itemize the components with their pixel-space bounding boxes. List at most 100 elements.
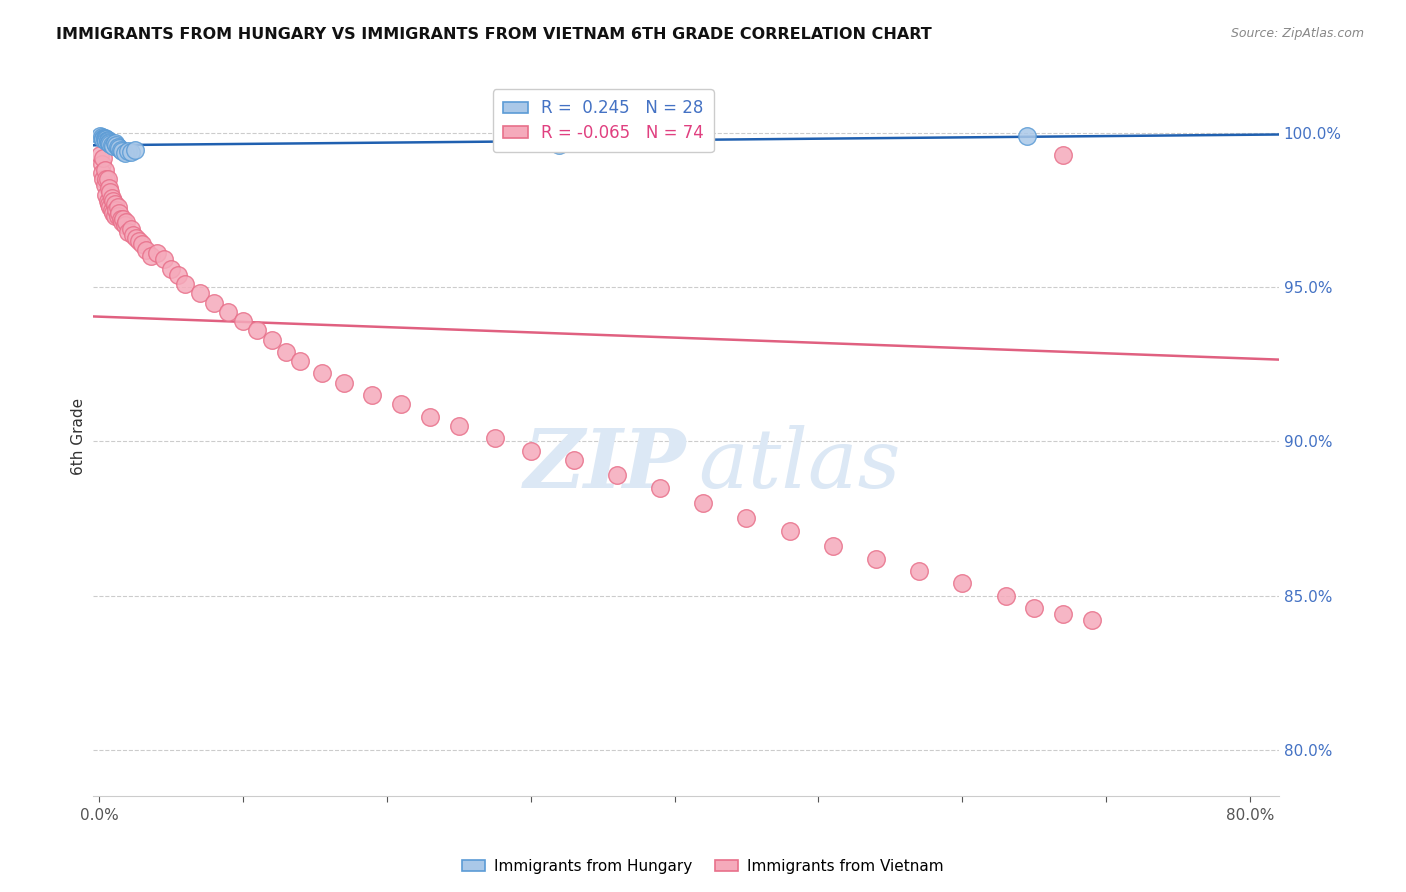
- Point: [89, 129, 111, 144]
- Point: [994, 589, 1017, 603]
- Point: [447, 418, 470, 433]
- Point: [101, 191, 124, 205]
- Point: [290, 354, 312, 368]
- Point: [419, 409, 441, 424]
- Point: [202, 295, 225, 310]
- Point: [91, 172, 114, 186]
- Point: [114, 219, 136, 233]
- Point: [104, 209, 127, 223]
- Point: [97, 133, 120, 147]
- Legend: R =  0.245   N = 28, R = -0.065   N = 74: R = 0.245 N = 28, R = -0.065 N = 74: [492, 89, 714, 152]
- Point: [97, 172, 120, 186]
- Point: [114, 146, 136, 161]
- Point: [139, 249, 162, 263]
- Point: [124, 143, 146, 157]
- Point: [97, 194, 120, 208]
- Point: [93, 178, 115, 193]
- Point: [950, 576, 973, 591]
- Point: [100, 185, 122, 199]
- Point: [332, 376, 354, 390]
- Point: [650, 481, 672, 495]
- Point: [217, 305, 239, 319]
- Point: [105, 202, 128, 217]
- Point: [361, 388, 384, 402]
- Point: [145, 246, 167, 260]
- Point: [93, 132, 115, 146]
- Point: [128, 234, 150, 248]
- Point: [89, 147, 111, 161]
- Point: [120, 221, 142, 235]
- Text: IMMIGRANTS FROM HUNGARY VS IMMIGRANTS FROM VIETNAM 6TH GRADE CORRELATION CHART: IMMIGRANTS FROM HUNGARY VS IMMIGRANTS FR…: [56, 27, 932, 42]
- Point: [94, 132, 117, 146]
- Text: Source: ZipAtlas.com: Source: ZipAtlas.com: [1230, 27, 1364, 40]
- Point: [1024, 600, 1046, 615]
- Point: [246, 323, 269, 337]
- Point: [98, 197, 121, 211]
- Point: [117, 145, 139, 159]
- Point: [865, 551, 887, 566]
- Point: [103, 139, 125, 153]
- Y-axis label: 6th Grade: 6th Grade: [72, 398, 86, 475]
- Point: [91, 130, 114, 145]
- Point: [120, 145, 142, 159]
- Point: [606, 468, 628, 483]
- Point: [110, 212, 132, 227]
- Point: [93, 163, 115, 178]
- Point: [94, 187, 117, 202]
- Point: [1052, 607, 1074, 621]
- Point: [103, 206, 125, 220]
- Point: [167, 268, 190, 282]
- Point: [122, 227, 145, 242]
- Point: [260, 333, 283, 347]
- Point: [232, 314, 254, 328]
- Point: [115, 215, 138, 229]
- Legend: Immigrants from Hungary, Immigrants from Vietnam: Immigrants from Hungary, Immigrants from…: [456, 853, 950, 880]
- Point: [111, 145, 134, 159]
- Point: [131, 237, 153, 252]
- Point: [908, 564, 931, 578]
- Point: [692, 496, 714, 510]
- Point: [101, 202, 124, 217]
- Point: [108, 141, 131, 155]
- Point: [98, 136, 121, 150]
- Point: [548, 138, 571, 153]
- Point: [735, 511, 758, 525]
- Point: [91, 131, 114, 145]
- Point: [100, 136, 122, 151]
- Point: [152, 252, 174, 267]
- Point: [112, 212, 135, 227]
- Point: [105, 138, 128, 153]
- Point: [311, 367, 333, 381]
- Text: ZIP: ZIP: [523, 425, 686, 506]
- Point: [111, 215, 134, 229]
- Point: [98, 181, 121, 195]
- Point: [108, 206, 131, 220]
- Point: [104, 136, 127, 150]
- Point: [188, 286, 211, 301]
- Point: [107, 200, 129, 214]
- Point: [1052, 147, 1074, 161]
- Point: [117, 225, 139, 239]
- Point: [1081, 613, 1104, 627]
- Point: [484, 431, 506, 445]
- Point: [125, 231, 148, 245]
- Point: [562, 453, 585, 467]
- Point: [274, 345, 297, 359]
- Point: [91, 151, 114, 165]
- Point: [160, 261, 183, 276]
- Point: [94, 172, 117, 186]
- Point: [98, 135, 121, 149]
- Text: atlas: atlas: [697, 425, 900, 506]
- Point: [519, 443, 541, 458]
- Point: [94, 134, 117, 148]
- Point: [104, 197, 127, 211]
- Point: [107, 209, 129, 223]
- Point: [90, 157, 112, 171]
- Point: [100, 200, 122, 214]
- Point: [779, 524, 801, 538]
- Point: [389, 397, 412, 411]
- Point: [97, 134, 120, 148]
- Point: [110, 143, 132, 157]
- Point: [1017, 129, 1039, 144]
- Point: [821, 539, 844, 553]
